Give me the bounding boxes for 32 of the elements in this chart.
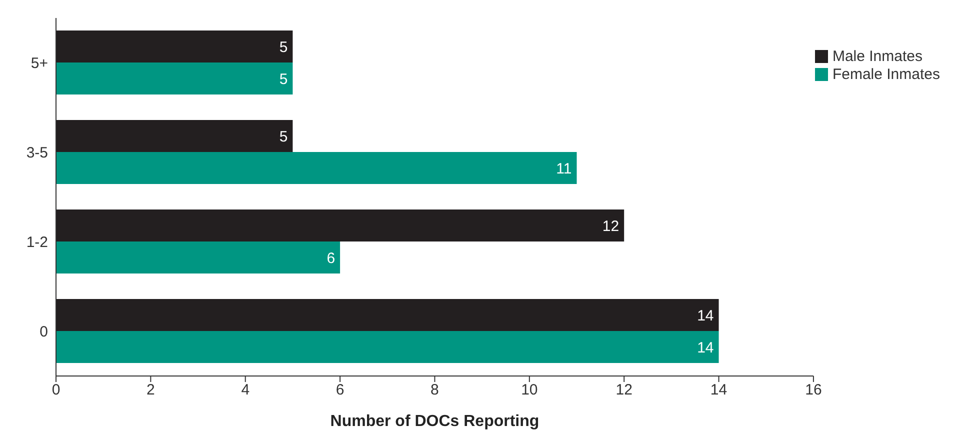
data-label: 5 [279, 70, 288, 88]
x-tick-label: 4 [241, 382, 250, 399]
y-tick-label: 3-5 [26, 144, 48, 162]
data-label: 5 [279, 38, 288, 56]
y-tick-label: 0 [40, 324, 48, 341]
legend-label: Female Inmates [832, 66, 940, 83]
x-tick-label: 0 [52, 382, 60, 399]
x-tick-label: 6 [336, 382, 344, 399]
x-tick-label: 12 [616, 382, 632, 399]
data-label: 5 [279, 128, 288, 146]
data-label: 14 [697, 339, 714, 356]
data-label: 14 [697, 307, 714, 324]
bar [56, 120, 293, 152]
x-tick-label: 8 [430, 382, 439, 399]
legend-label: Male Inmates [832, 48, 922, 65]
bar [56, 152, 577, 184]
x-tick-label: 2 [146, 382, 155, 399]
x-tick-label: 16 [805, 382, 822, 399]
x-axis-title: Number of DOCs Reporting [330, 413, 540, 430]
data-label: 12 [602, 218, 620, 235]
y-tick-label: 5+ [30, 55, 48, 72]
bar [56, 331, 719, 364]
data-label: 6 [326, 250, 336, 267]
bar [56, 62, 293, 95]
bar [56, 30, 293, 63]
bar [56, 210, 624, 242]
x-tick-label: 14 [710, 382, 728, 399]
bar [56, 242, 340, 274]
x-tick-label: 10 [521, 382, 538, 399]
data-label: 11 [556, 160, 572, 178]
y-tick-label: 1-2 [26, 234, 48, 252]
bar [56, 299, 719, 332]
